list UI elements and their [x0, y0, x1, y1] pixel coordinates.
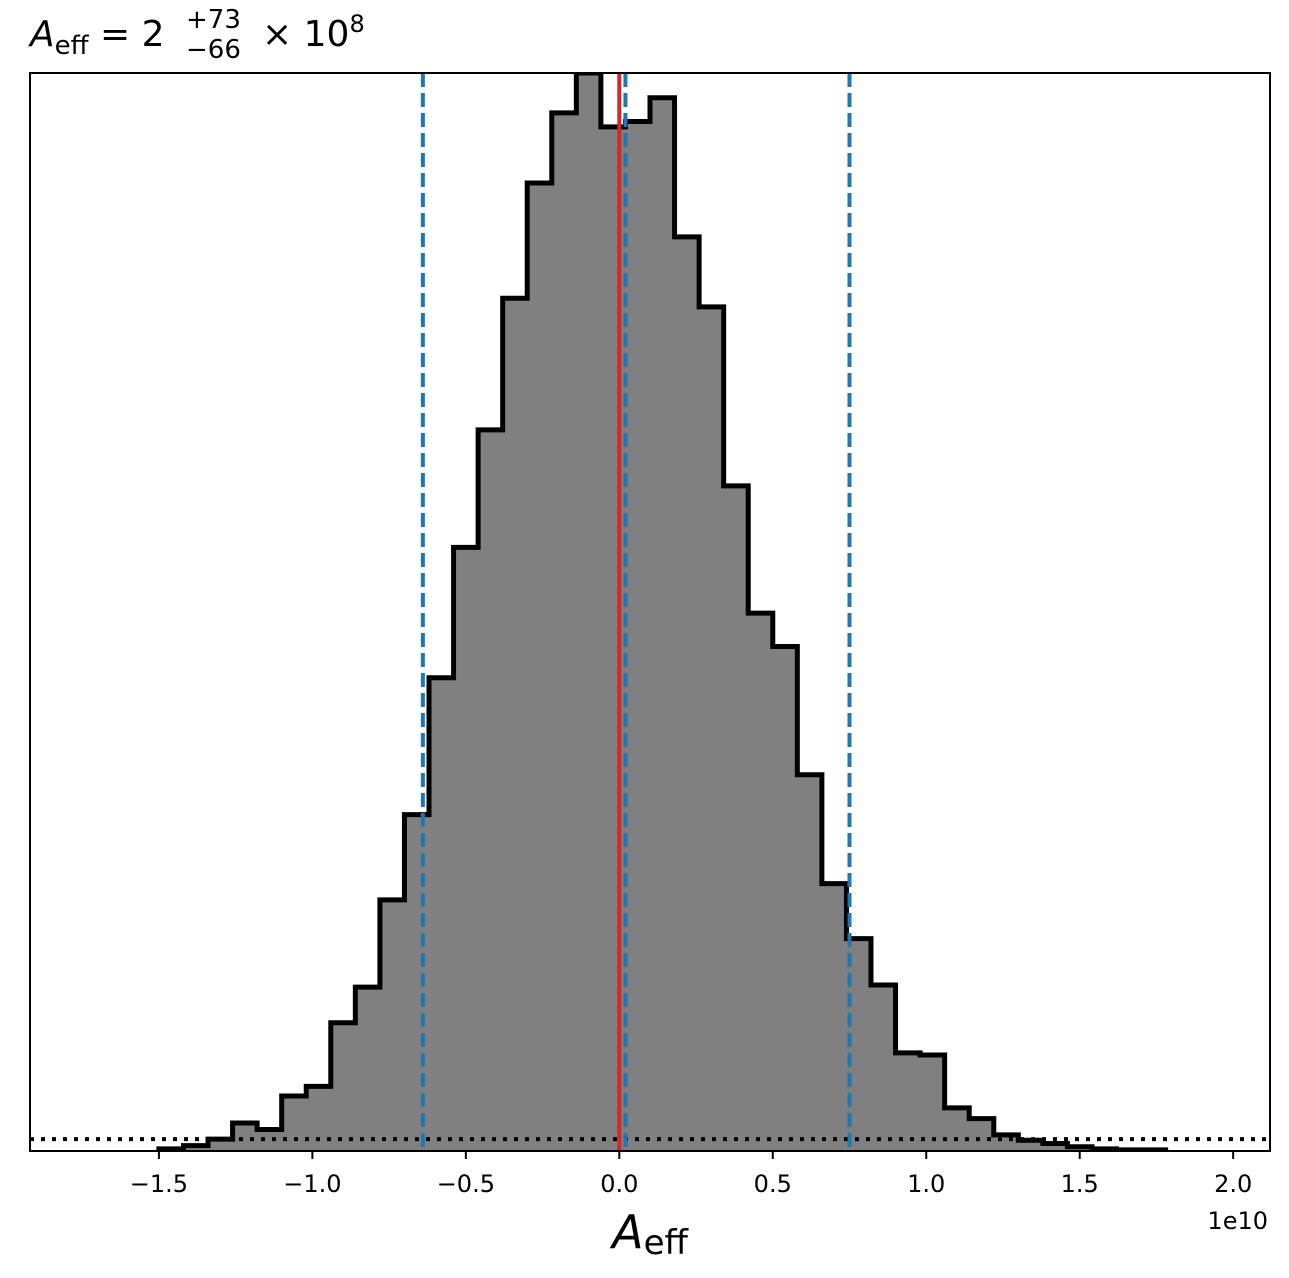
histogram-bar — [1018, 1140, 1044, 1151]
x-tick-label: 2.0 — [1214, 1170, 1252, 1198]
histogram-bar — [895, 1052, 921, 1151]
histogram-bar — [232, 1122, 258, 1151]
histogram-bar — [306, 1086, 332, 1151]
histogram-bar — [650, 97, 676, 1151]
title-equals: = — [100, 14, 130, 55]
histogram-bar — [208, 1139, 234, 1151]
histogram-bar — [551, 112, 577, 1151]
x-tick-label: 0.5 — [754, 1170, 792, 1198]
histogram-bar — [478, 429, 504, 1151]
x-tick-label: 0.0 — [600, 1170, 638, 1198]
histogram-bar — [920, 1055, 946, 1151]
chart-title: Aeff = 2 — [28, 14, 165, 61]
title-subscript: eff — [55, 31, 90, 61]
histogram-bar — [969, 1118, 995, 1151]
histogram-bar — [625, 121, 651, 1151]
histogram-bar — [772, 646, 798, 1151]
x-axis-label: Aeff — [609, 1205, 689, 1263]
x-offset-label: 1e10 — [1207, 1207, 1268, 1235]
histogram-bar — [257, 1129, 283, 1151]
histogram-bar — [379, 899, 405, 1151]
x-tick-label: −1.0 — [283, 1170, 341, 1198]
histogram-bar — [404, 814, 430, 1151]
histogram-bar — [330, 1022, 356, 1151]
histogram-bar — [748, 613, 774, 1151]
histogram-outline — [156, 73, 1169, 1151]
title-upper-error: +73 — [186, 5, 241, 35]
histogram-bar — [576, 73, 602, 1151]
histogram-bar — [870, 984, 897, 1151]
histogram-bar — [502, 298, 528, 1151]
histogram-bar — [674, 236, 700, 1151]
histogram-bar — [600, 126, 626, 1151]
x-axis: −1.5 −1.0 −0.5 0.0 0.5 1.0 1.5 2.0 — [130, 1151, 1252, 1198]
histogram-bar — [355, 987, 381, 1151]
histogram-bar — [723, 485, 749, 1151]
x-tick-label: −0.5 — [437, 1170, 495, 1198]
title-base: 10 — [304, 14, 350, 55]
title-symbol: A — [28, 14, 55, 55]
histogram-bar — [797, 774, 823, 1151]
title-times: × — [262, 14, 292, 55]
histogram-bar — [183, 1145, 209, 1151]
xlabel-subscript: eff — [644, 1223, 690, 1263]
histogram-bar — [281, 1096, 307, 1151]
title-value: 2 — [142, 14, 165, 55]
title-lower-error: −66 — [186, 35, 241, 65]
histogram-bar — [527, 182, 553, 1151]
x-tick-label: 1.0 — [907, 1170, 945, 1198]
histogram-bar — [699, 306, 725, 1151]
histogram-bar — [944, 1107, 970, 1151]
histogram-bar — [453, 547, 479, 1151]
histogram-bar — [429, 677, 455, 1151]
x-tick-label: −1.5 — [130, 1170, 188, 1198]
xlabel-symbol: A — [609, 1205, 643, 1259]
title-magnitude: × 108 — [262, 10, 365, 55]
title-exponent: 8 — [349, 10, 364, 38]
histogram-bar — [821, 883, 847, 1151]
x-tick-label: 1.5 — [1061, 1170, 1099, 1198]
histogram-bar — [1042, 1143, 1068, 1151]
plot-frame — [29, 72, 1271, 1152]
